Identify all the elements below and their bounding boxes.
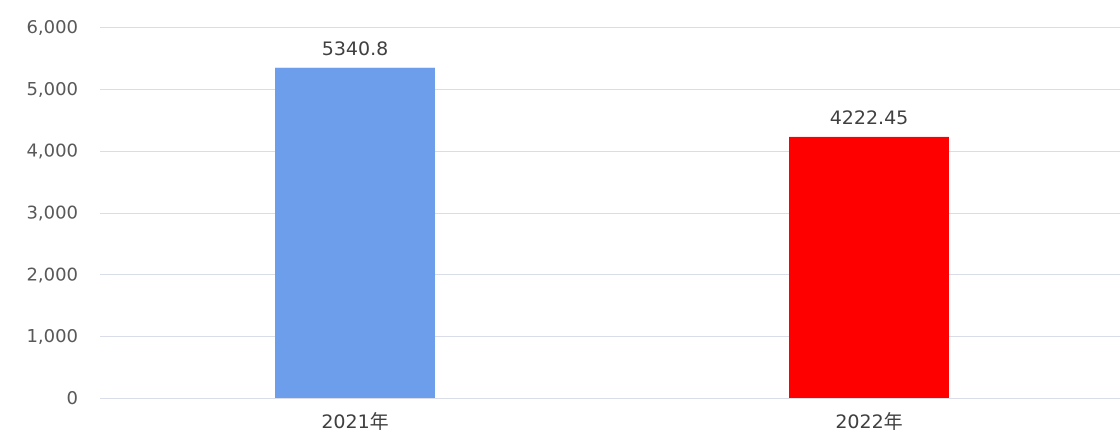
bar: [275, 67, 435, 399]
y-tick-label: 1,000: [26, 326, 78, 347]
y-axis-tick-labels: 0 1,000 2,000 3,000 4,000 5,000 6,000: [26, 17, 78, 409]
y-tick-label: 0: [67, 388, 78, 409]
data-labels: 5340.8 4222.45: [322, 38, 909, 129]
gridlines: [100, 27, 1120, 399]
x-axis-category-labels: 2021年 2022年: [321, 411, 902, 433]
x-category-label: 2022年: [835, 411, 902, 433]
data-label: 4222.45: [830, 107, 909, 129]
data-label: 5340.8: [322, 38, 388, 60]
bar: [789, 136, 949, 398]
x-category-label: 2021年: [321, 411, 388, 433]
bars: [275, 67, 949, 399]
y-tick-label: 3,000: [26, 203, 78, 224]
y-tick-label: 6,000: [26, 17, 78, 38]
y-tick-label: 4,000: [26, 141, 78, 162]
y-tick-label: 2,000: [26, 264, 78, 285]
y-tick-label: 5,000: [26, 79, 78, 100]
